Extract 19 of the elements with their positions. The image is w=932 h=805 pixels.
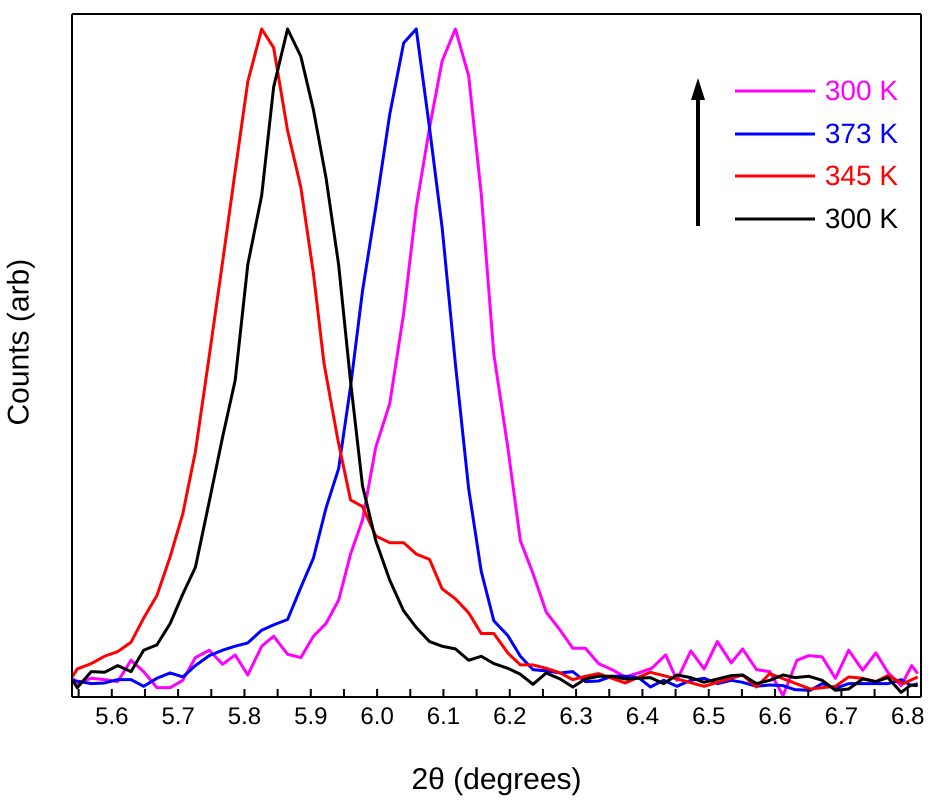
legend-label: 300 K <box>824 75 898 108</box>
x-tick-label: 5.6 <box>95 703 128 730</box>
x-tick-label: 6.1 <box>426 703 460 730</box>
x-tick-label: 5.9 <box>294 703 328 730</box>
x-tick-label: 6.4 <box>626 703 660 730</box>
x-tick-label: 5.8 <box>228 703 262 730</box>
y-axis-title: Counts (arb) <box>2 258 36 426</box>
x-tick-label: 6.2 <box>493 703 526 730</box>
legend-label: 345 K <box>824 160 898 192</box>
x-tick-label: 6.8 <box>891 703 924 730</box>
legend-label: 300 K <box>824 202 898 235</box>
legend-label: 373 K <box>824 118 898 150</box>
x-tick-label: 6.5 <box>692 703 726 730</box>
x-tick-label: 6.6 <box>758 703 792 730</box>
x-tick-label: 6.7 <box>824 703 858 730</box>
x-tick-label: 5.7 <box>161 703 195 730</box>
x-tick-label: 6.0 <box>360 703 394 730</box>
x-axis-title: 2θ (degrees) <box>411 763 582 796</box>
x-tick-label: 6.3 <box>559 703 593 730</box>
